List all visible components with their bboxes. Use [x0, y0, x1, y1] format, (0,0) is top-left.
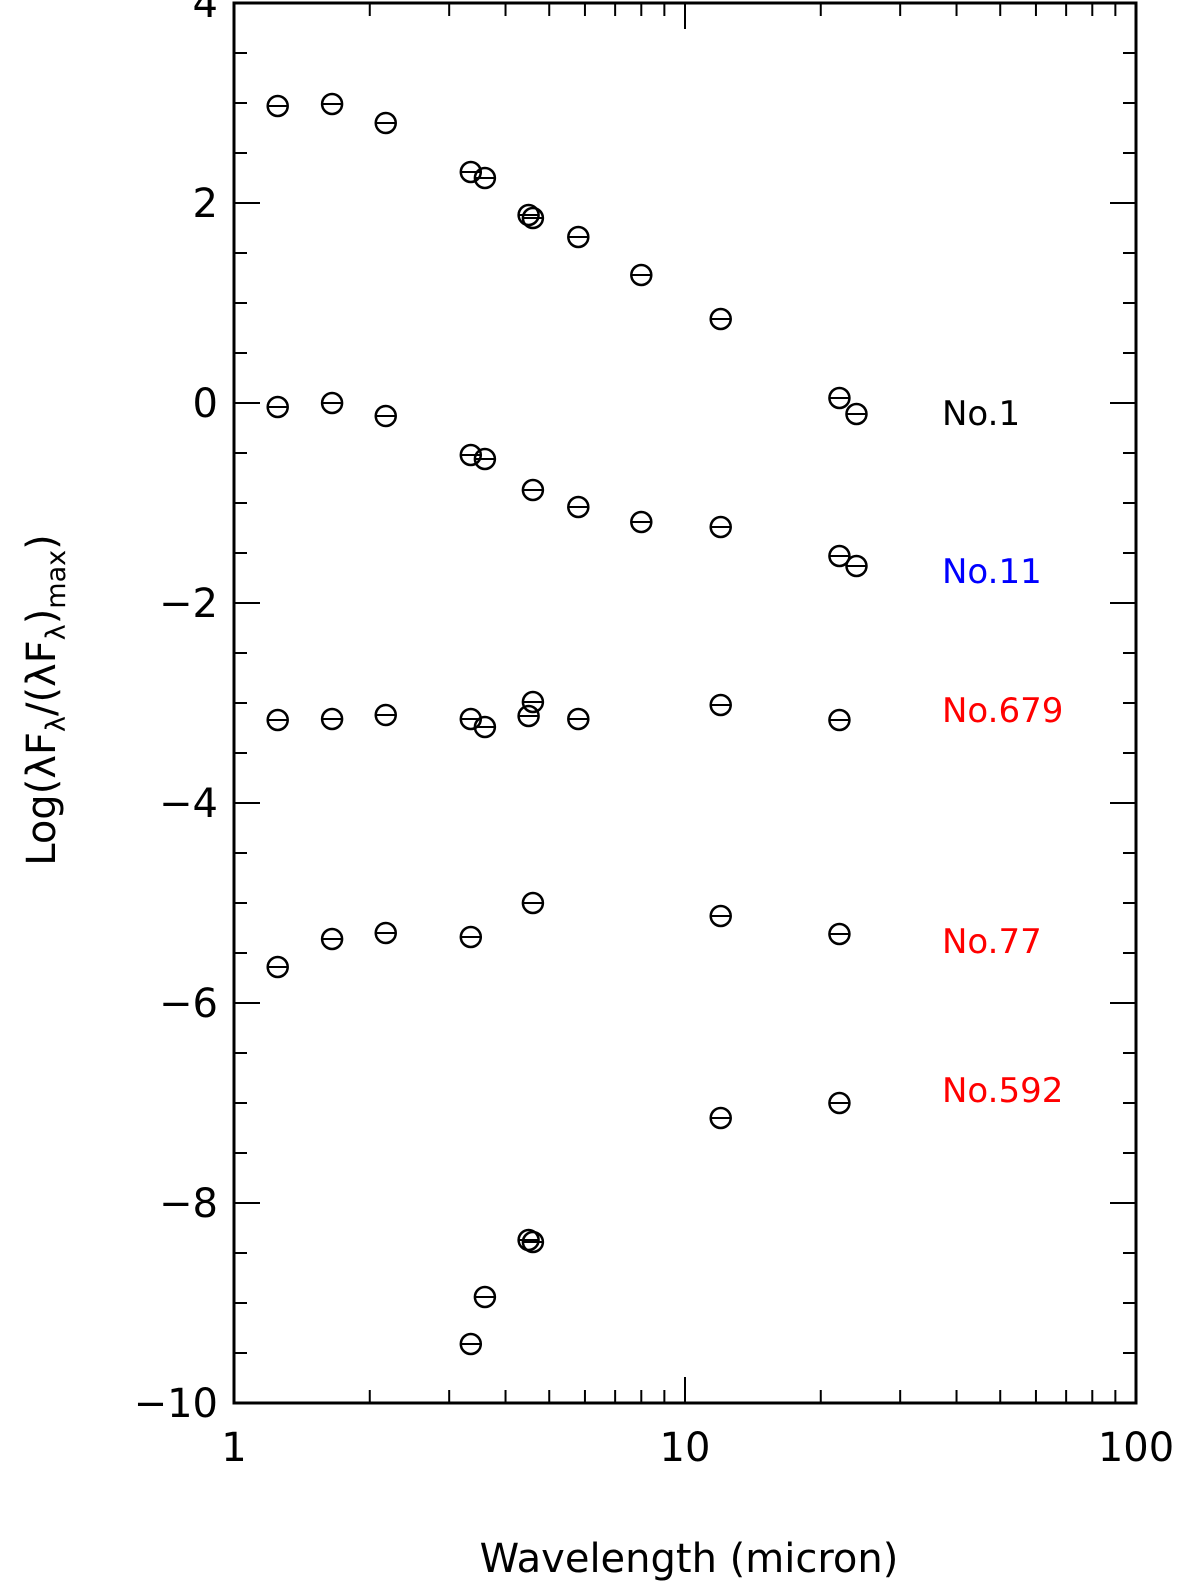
data-point — [828, 708, 851, 732]
data-point — [709, 307, 732, 331]
y-axis-title-subscript: λ — [41, 716, 72, 732]
y-tick-label: −2 — [159, 581, 218, 627]
data-point — [374, 703, 397, 727]
y-axis-title-subscript: λ — [41, 624, 72, 640]
data-point — [374, 921, 397, 945]
data-point — [517, 203, 540, 227]
y-axis-title-subscript: max — [41, 550, 72, 609]
y-tick-label: −8 — [159, 1181, 218, 1227]
data-point — [459, 925, 483, 949]
x-axis-title: Wavelength (micron) — [480, 1536, 899, 1582]
y-tick-label: −10 — [134, 1381, 218, 1427]
y-tick-label: 2 — [193, 181, 218, 227]
data-point — [709, 693, 732, 717]
y-axis-title-part: ) — [19, 609, 65, 625]
y-axis-title-part: Log(λF — [19, 732, 65, 866]
data-point — [828, 386, 851, 410]
series-label: No.77 — [942, 922, 1042, 962]
data-point — [517, 704, 540, 728]
y-tick-label: −4 — [159, 781, 218, 827]
data-point — [459, 1332, 483, 1356]
data-point — [374, 404, 397, 428]
data-point — [521, 206, 545, 230]
data-point — [473, 1285, 497, 1309]
y-tick-label: −6 — [159, 981, 218, 1027]
y-axis-title-part: /(λF — [19, 640, 65, 716]
data-point — [266, 708, 289, 732]
data-point — [828, 922, 851, 946]
series-label: No.679 — [942, 691, 1063, 731]
x-tick-label: 10 — [660, 1425, 711, 1471]
data-point — [709, 1106, 732, 1130]
data-point — [266, 395, 289, 419]
data-point — [521, 690, 545, 714]
series-label: No.1 — [942, 394, 1020, 434]
data-point — [709, 904, 732, 928]
x-tick-label: 100 — [1098, 1425, 1174, 1471]
data-point — [320, 927, 344, 951]
data-point — [473, 447, 497, 471]
y-axis-title: Log(λFλ/(λFλ)max) — [19, 534, 72, 866]
data-point — [630, 510, 653, 534]
y-tick-label: 0 — [193, 381, 218, 427]
data-point — [320, 707, 344, 731]
data-point — [845, 554, 868, 578]
data-point — [320, 92, 344, 116]
data-point — [630, 263, 653, 287]
data-point — [473, 166, 497, 190]
data-point — [266, 94, 289, 118]
data-point — [473, 715, 497, 739]
data-point — [828, 544, 851, 568]
data-point — [521, 478, 545, 502]
data-point — [266, 955, 289, 979]
data-point — [828, 1091, 851, 1115]
data-point — [845, 402, 868, 426]
x-tick-label: 1 — [221, 1425, 246, 1471]
axes: −10 −8 −6 −4 −2 0 2 4 1 10 100 — [134, 0, 1175, 1471]
data-point — [521, 1230, 545, 1254]
data-point — [567, 225, 590, 249]
y-tick-label: 4 — [193, 0, 218, 27]
data-point — [567, 707, 590, 731]
y-axis-title-part: ) — [19, 534, 65, 550]
data-point — [709, 515, 732, 539]
data-point — [374, 111, 397, 135]
data-point — [567, 495, 590, 519]
data-points — [266, 92, 868, 1356]
series-labels: No.1 No.11 No.679 No.77 No.592 — [942, 394, 1063, 1111]
series-label: No.11 — [942, 552, 1042, 592]
data-point — [459, 443, 483, 467]
data-point — [521, 891, 545, 915]
data-point — [320, 391, 344, 415]
series-label: No.592 — [942, 1071, 1063, 1111]
